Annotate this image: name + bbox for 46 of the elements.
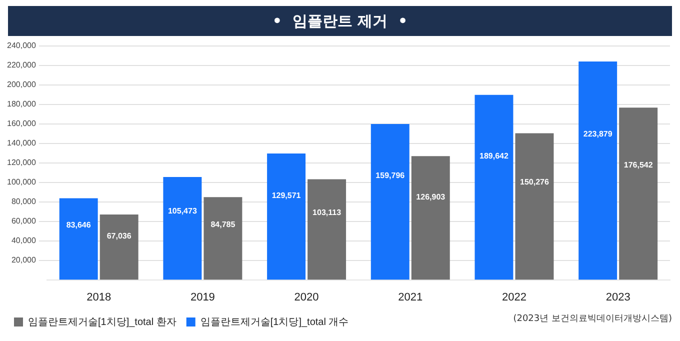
bar [370, 124, 410, 280]
bar [59, 198, 98, 280]
data-label: 105,473 [168, 206, 198, 216]
chart-title: • 임플란트 제거 • [8, 6, 672, 36]
legend-label: 임플란트제거술[1치당]_total 개수 [200, 316, 349, 328]
x-tick-label: 2019 [190, 291, 215, 304]
text: (2023년 보건의료빅데이터개방시스템) [513, 313, 672, 325]
y-tick-label: 120,000 [6, 158, 36, 168]
x-tick-label: 2020 [294, 291, 319, 304]
data-label: 126,903 [416, 192, 446, 202]
data-label: 150,276 [520, 177, 550, 186]
x-tick-label: 2018 [86, 291, 112, 304]
y-tick-label: 180,000 [6, 100, 36, 109]
data-label: 176,542 [624, 160, 654, 170]
y-tick-label: 240,000 [6, 41, 36, 50]
data-label: 67,036 [106, 231, 132, 240]
bar [308, 179, 346, 280]
y-tick-label: 20,000 [11, 256, 36, 265]
bar [619, 108, 658, 280]
data-label: 159,796 [376, 171, 406, 180]
data-label: 103,113 [312, 208, 342, 217]
bar [204, 197, 242, 280]
legend-label: 임플란트제거술[1치당]_total 환자 [28, 316, 176, 328]
bar [163, 176, 202, 280]
data-label: 189,642 [480, 152, 509, 161]
y-tick-label: 80,000 [11, 197, 36, 206]
bar [411, 156, 450, 280]
y-tick-label: 200,000 [6, 80, 36, 90]
bar [474, 94, 514, 280]
data-label: 129,571 [272, 190, 302, 200]
bar [515, 133, 554, 280]
x-tick-label: 2023 [606, 291, 630, 304]
y-tick-label: 40,000 [11, 236, 36, 246]
bar [100, 214, 138, 280]
data-label: 84,785 [210, 220, 236, 229]
y-tick-label: 220,000 [6, 60, 36, 70]
x-tick-label: 2022 [502, 291, 526, 304]
y-tick-label: 60,000 [11, 216, 36, 226]
y-tick-label: 140,000 [6, 138, 36, 148]
data-label: 83,646 [66, 220, 92, 230]
data-label: 223,879 [583, 129, 613, 138]
bar [267, 153, 306, 280]
y-tick-label: 160,000 [6, 119, 36, 128]
y-tick-label: 100,000 [6, 178, 36, 187]
x-tick-label: 2021 [398, 291, 423, 304]
bar [578, 62, 618, 280]
